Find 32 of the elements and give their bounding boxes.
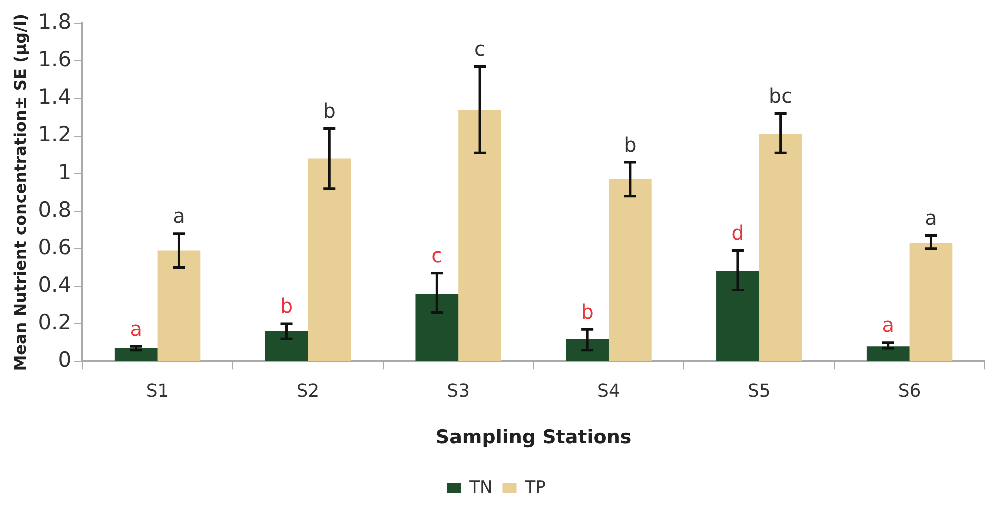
legend-label: TP xyxy=(524,478,546,498)
data-label: b xyxy=(624,132,637,157)
data-label: bc xyxy=(768,84,793,108)
data-label: c xyxy=(474,36,486,61)
x-tick-label: S5 xyxy=(748,381,771,402)
data-label: a xyxy=(130,316,142,341)
x-tick-label: S6 xyxy=(898,381,922,402)
data-label: c xyxy=(432,244,443,268)
y-tick-label: 0.6 xyxy=(38,235,72,260)
data-label: d xyxy=(732,221,744,246)
x-tick-label: S4 xyxy=(598,381,620,402)
x-tick-label: S1 xyxy=(146,381,170,402)
data-label: b xyxy=(581,300,594,324)
data-label: a xyxy=(925,206,938,230)
y-tick-label: 1.8 xyxy=(38,10,72,34)
x-axis-title: Sampling Stations xyxy=(436,426,632,449)
data-label: b xyxy=(280,294,294,318)
x-tick-label: S2 xyxy=(296,381,320,402)
y-tick-label: 0.8 xyxy=(38,198,72,222)
y-tick-label: 1.6 xyxy=(38,48,72,72)
y-axis-title: Mean Nutrient concentration± SE (µg/l) xyxy=(10,14,30,372)
data-label: a xyxy=(882,313,894,338)
y-tick-label: 0 xyxy=(58,348,72,372)
y-tick-label: 0.2 xyxy=(38,310,72,334)
data-label: a xyxy=(173,204,186,228)
legend-label: TN xyxy=(468,478,493,498)
data-label: b xyxy=(323,98,336,123)
y-tick-label: 1.4 xyxy=(38,85,72,110)
y-tick-label: 1.2 xyxy=(38,122,72,147)
y-tick-label: 1 xyxy=(58,160,72,184)
x-tick-label: S3 xyxy=(447,381,470,402)
y-tick-label: 0.4 xyxy=(38,272,72,297)
